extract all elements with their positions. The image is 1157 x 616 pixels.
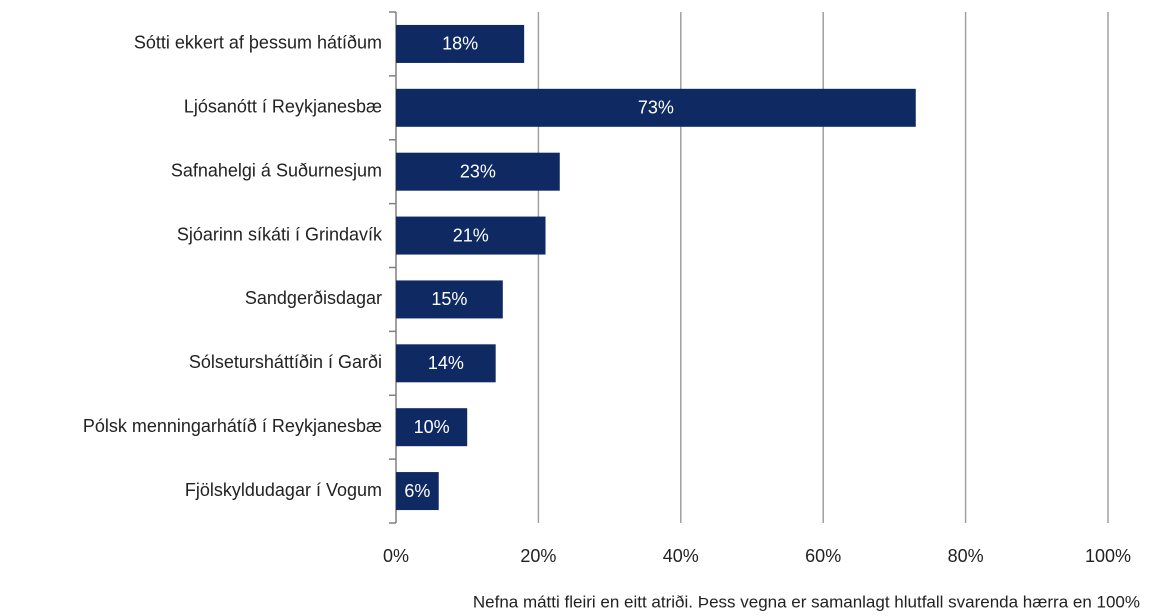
bar	[396, 472, 439, 511]
bar	[396, 216, 546, 255]
x-tick-label: 100%	[1085, 546, 1131, 566]
x-tick-label: 80%	[948, 546, 984, 566]
y-tick-label: Pólsk menningarhátíð í Reykjanesbæ	[83, 416, 382, 436]
value-label: 14%	[428, 353, 464, 373]
footnote: Nefna mátti fleiri en eitt atriði. Þess …	[473, 592, 1140, 611]
value-label: 73%	[638, 98, 674, 118]
x-tick-label: 20%	[520, 546, 556, 566]
value-label: 6%	[404, 481, 430, 501]
value-label: 15%	[431, 289, 467, 309]
y-tick-label: Sjóarinn síkáti í Grindavík	[177, 224, 383, 244]
value-label: 21%	[453, 225, 489, 245]
x-tick-label: 60%	[805, 546, 841, 566]
bar	[396, 280, 503, 319]
y-tick-label: Safnahelgi á Suðurnesjum	[171, 160, 382, 180]
value-label: 23%	[460, 161, 496, 181]
x-tick-label: 0%	[383, 546, 409, 566]
y-tick-label: Ljósanótt í Reykjanesbæ	[184, 97, 382, 117]
bar	[396, 344, 496, 383]
bar	[396, 88, 916, 127]
value-label: 18%	[442, 34, 478, 54]
bar	[396, 152, 560, 191]
y-tick-label: Sólsetursháttíðin í Garði	[189, 352, 382, 372]
x-tick-label: 40%	[663, 546, 699, 566]
value-label: 10%	[414, 417, 450, 437]
bar	[396, 408, 468, 447]
y-tick-label: Sótti ekkert af þessum hátíðum	[134, 33, 382, 53]
y-tick-label: Sandgerðisdagar	[245, 288, 382, 308]
bar	[396, 24, 525, 63]
y-tick-label: Fjölskyldudagar í Vogum	[185, 480, 382, 500]
